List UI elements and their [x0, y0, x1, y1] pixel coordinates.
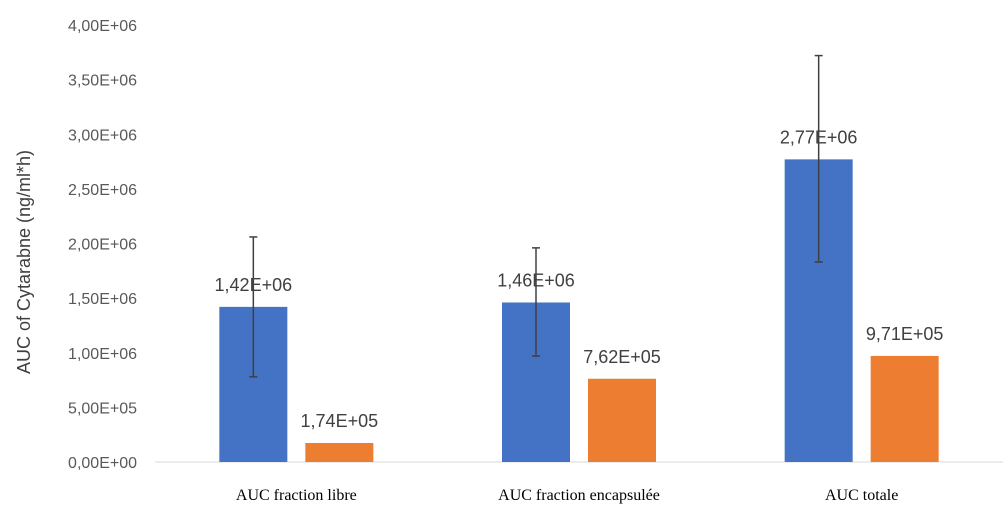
- data-label: 1,74E+05: [301, 411, 379, 431]
- x-category-label: AUC fraction libre: [236, 487, 357, 504]
- bar-series2-3: [870, 355, 939, 462]
- y-axis-ticks: 0,00E+00 5,00E+05 1,00E+06 1,50E+06 2,00E+06…: [68, 18, 137, 472]
- y-tick-label: 2,00E+06: [68, 237, 137, 254]
- x-category-label: AUC totale: [825, 487, 898, 504]
- x-category-label: AUC fraction encapsulée: [498, 487, 660, 504]
- y-tick-label: 1,00E+06: [68, 346, 137, 363]
- x-axis-categories: AUC fraction libre AUC fraction encapsulé…: [236, 487, 898, 504]
- y-tick-label: 3,50E+06: [68, 73, 137, 90]
- data-label: 7,62E+05: [583, 347, 661, 367]
- bar-series2-1: [305, 442, 374, 462]
- data-label: 1,42E+06: [215, 275, 293, 295]
- y-tick-label: 5,00E+05: [68, 400, 137, 417]
- y-tick-label: 4,00E+06: [68, 18, 137, 35]
- data-label: 9,71E+05: [866, 324, 944, 344]
- data-label: 2,77E+06: [780, 127, 858, 147]
- error-bars: [249, 54, 823, 378]
- y-tick-label: 1,50E+06: [68, 291, 137, 308]
- y-tick-label: 2,50E+06: [68, 182, 137, 199]
- data-labels: 1,42E+06 1,74E+05 1,46E+06 7,62E+05 2,77E+06…: [215, 127, 944, 431]
- data-label: 1,46E+06: [497, 270, 575, 290]
- y-tick-label: 0,00E+00: [68, 455, 137, 472]
- y-tick-label: 3,00E+06: [68, 127, 137, 144]
- bar-series2-2: [588, 378, 656, 462]
- y-axis-label: AUC of Cytarabne (ng/ml*h): [14, 150, 34, 374]
